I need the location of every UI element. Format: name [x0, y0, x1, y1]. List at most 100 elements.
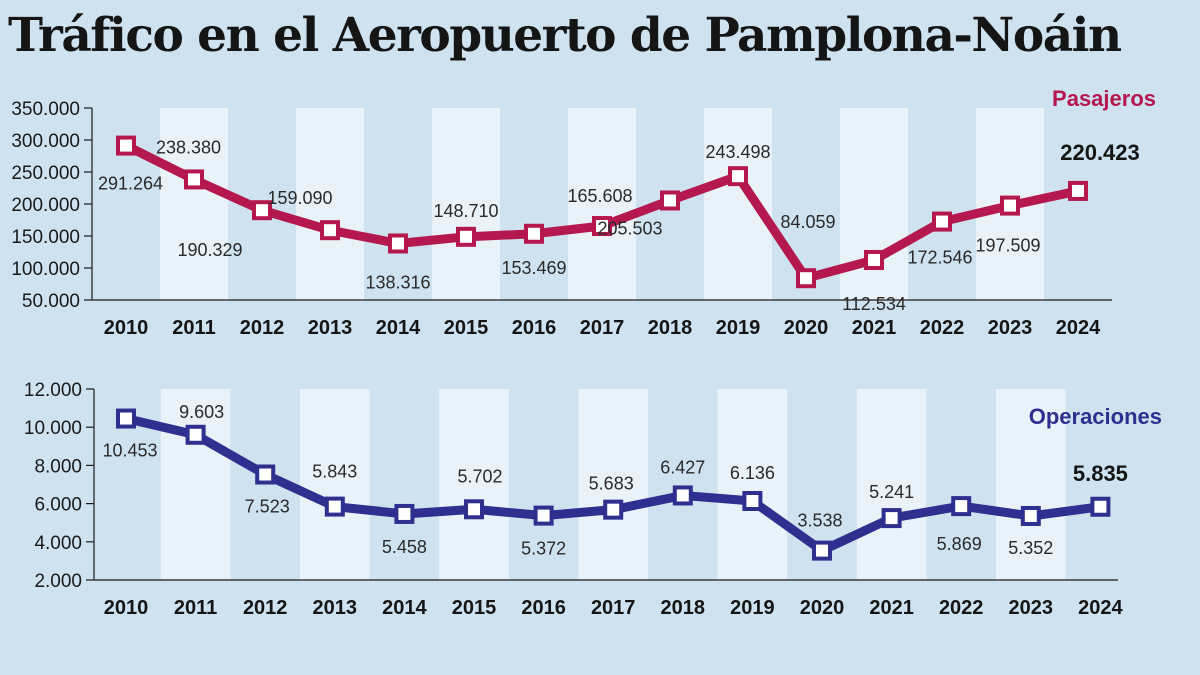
x-tick-label: 2017: [591, 597, 636, 619]
x-tick-label: 2018: [661, 597, 706, 619]
x-tick-label: 2010: [104, 317, 149, 339]
data-point: [672, 485, 693, 506]
y-tick-label: 100.000: [11, 259, 80, 280]
data-point: [1000, 195, 1020, 216]
data-label: 5.843: [312, 462, 357, 482]
y-tick-label: 200.000: [11, 195, 80, 216]
data-label: 5.372: [521, 539, 566, 559]
data-point: [324, 496, 345, 517]
data-label: 153.469: [501, 258, 566, 278]
data-label: 138.316: [365, 272, 430, 292]
x-tick-label: 2022: [939, 597, 984, 619]
data-label: 291.264: [98, 174, 163, 194]
data-point: [1020, 505, 1041, 526]
data-label: 5.352: [1008, 538, 1053, 558]
x-tick-label: 2013: [313, 597, 358, 619]
data-point: [1090, 496, 1111, 517]
data-label: 9.603: [179, 402, 224, 422]
data-point: [932, 211, 952, 232]
data-label: 238.380: [156, 137, 221, 157]
data-label: 165.608: [567, 186, 632, 206]
data-point: [742, 491, 763, 512]
data-point: [864, 249, 884, 270]
data-label: 5.869: [937, 534, 982, 554]
background-band: [568, 108, 636, 300]
y-tick-label: 2.000: [34, 571, 82, 592]
x-tick-label: 2021: [869, 597, 914, 619]
data-point: [252, 200, 272, 221]
x-tick-label: 2014: [376, 317, 421, 339]
x-tick-label: 2018: [648, 317, 693, 339]
data-point: [603, 499, 624, 520]
data-label: 148.710: [433, 201, 498, 221]
x-tick-label: 2017: [580, 317, 625, 339]
x-tick-label: 2015: [452, 597, 497, 619]
data-point: [116, 135, 136, 156]
background-band: [717, 389, 788, 580]
data-label: 159.090: [267, 188, 332, 208]
x-tick-label: 2012: [243, 597, 288, 619]
data-label: 3.538: [797, 511, 842, 531]
data-point: [812, 540, 832, 561]
data-point: [796, 268, 816, 289]
latest-value-label: 5.835: [1073, 461, 1128, 486]
x-tick-label: 2010: [104, 597, 149, 619]
background-band: [578, 389, 648, 580]
data-label: 5.458: [382, 537, 427, 557]
x-tick-label: 2013: [308, 317, 353, 339]
data-point: [881, 508, 902, 529]
background-band: [296, 108, 364, 300]
data-label: 197.509: [975, 236, 1040, 256]
x-tick-label: 2024: [1056, 317, 1101, 339]
x-tick-label: 2011: [174, 597, 217, 619]
data-point: [185, 424, 206, 445]
y-tick-label: 10.000: [24, 418, 82, 439]
data-label: 10.453: [102, 441, 157, 461]
data-label: 243.498: [705, 142, 770, 162]
x-tick-label: 2016: [521, 597, 566, 619]
x-tick-label: 2011: [172, 317, 215, 339]
data-label: 5.241: [869, 482, 914, 502]
data-label: 5.683: [589, 474, 634, 494]
data-label: 112.534: [842, 294, 906, 314]
x-tick-label: 2024: [1078, 597, 1123, 619]
data-label: 6.136: [730, 463, 775, 483]
y-tick-label: 350.000: [11, 99, 80, 120]
data-label: 190.329: [177, 240, 242, 260]
background-band: [856, 389, 927, 580]
background-band: [300, 389, 370, 580]
x-tick-label: 2019: [730, 597, 775, 619]
data-point: [524, 223, 544, 244]
data-point: [1068, 180, 1088, 201]
y-tick-label: 150.000: [11, 227, 80, 248]
data-label: 7.523: [245, 497, 290, 517]
data-point: [116, 408, 136, 429]
page-title: Tráfico en el Aeropuerto de Pamplona-Noá…: [8, 8, 1122, 63]
x-tick-label: 2016: [512, 317, 557, 339]
legend-label: Pasajeros: [1052, 86, 1156, 111]
background-band: [996, 389, 1066, 580]
y-tick-label: 250.000: [11, 163, 80, 184]
data-point: [255, 464, 276, 485]
data-point: [533, 505, 554, 526]
data-label: 172.546: [907, 248, 972, 268]
background-band: [160, 108, 228, 300]
data-point: [464, 499, 484, 520]
x-tick-label: 2020: [784, 317, 829, 339]
x-tick-label: 2021: [852, 317, 897, 339]
y-tick-label: 12.000: [24, 380, 82, 401]
data-point: [592, 216, 612, 237]
background-band: [432, 108, 500, 300]
y-tick-label: 4.000: [34, 533, 82, 554]
data-label: 6.427: [660, 457, 705, 477]
y-tick-label: 6.000: [34, 495, 82, 516]
data-point: [184, 169, 204, 190]
data-point: [951, 496, 972, 517]
y-tick-label: 300.000: [11, 131, 80, 152]
y-tick-label: 50.000: [22, 291, 80, 312]
data-label: 5.702: [457, 466, 502, 486]
data-label: 205.503: [597, 218, 662, 238]
chart-pasajeros: 50.000 100.000 150.000 200.000 250.000 300.00…: [11, 86, 1156, 339]
legend-label: Operaciones: [1029, 404, 1162, 429]
